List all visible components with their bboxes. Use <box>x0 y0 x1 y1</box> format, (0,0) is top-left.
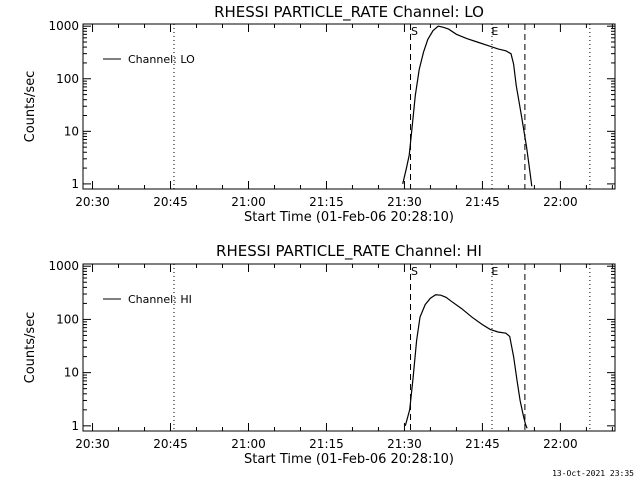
x-tick-label: 20:30 <box>75 437 110 451</box>
event-marker-label: E <box>491 25 498 38</box>
x-tick-label: 22:00 <box>543 437 578 451</box>
x-axis-label: Start Time (01-Feb-06 20:28:10) <box>244 210 454 225</box>
event-marker-label: E <box>491 265 498 278</box>
panel-hi: RHESSI PARTICLE_RATE Channel: HI Counts/s… <box>23 242 616 467</box>
dashed-line-label: S <box>411 265 418 278</box>
series-line <box>402 25 533 187</box>
panel-lo: RHESSI PARTICLE_RATE Channel: LO Counts/s… <box>23 3 616 225</box>
y-tick-label: 1000 <box>48 259 79 273</box>
y-axis-label: Counts/sec <box>23 71 38 143</box>
y-tick-label: 10 <box>64 366 79 380</box>
y-tick-label: 10 <box>64 124 79 138</box>
y-tick-label: 100 <box>56 312 79 326</box>
legend-label: Channel: LO <box>128 53 195 66</box>
y-tick-label: 1000 <box>48 19 79 33</box>
x-tick-label: 21:45 <box>465 195 500 209</box>
x-tick-label: 21:45 <box>465 437 500 451</box>
x-tick-label: 21:30 <box>387 437 422 451</box>
x-tick-label: 20:30 <box>75 195 110 209</box>
plot-frame <box>82 23 616 190</box>
y-axis-label: Counts/sec <box>23 312 38 384</box>
dashed-line-label: S <box>411 25 418 38</box>
x-tick-label: 20:45 <box>153 437 188 451</box>
chart-title: RHESSI PARTICLE_RATE Channel: LO <box>214 3 484 22</box>
timestamp: 13-Oct-2021 23:35 <box>552 469 634 478</box>
x-tick-label: 21:15 <box>309 195 344 209</box>
x-tick-label: 22:00 <box>543 195 578 209</box>
chart-title: RHESSI PARTICLE_RATE Channel: HI <box>216 242 482 261</box>
x-tick-label: 20:45 <box>153 195 188 209</box>
legend-label: Channel: HI <box>128 293 192 306</box>
x-axis-label: Start Time (01-Feb-06 20:28:10) <box>244 452 454 467</box>
x-tick-label: 21:00 <box>231 437 266 451</box>
x-tick-label: 21:15 <box>309 437 344 451</box>
x-tick-label: 21:30 <box>387 195 422 209</box>
x-tick-label: 21:00 <box>231 195 266 209</box>
plot-frame <box>82 263 616 432</box>
y-tick-label: 1 <box>71 419 79 433</box>
y-tick-label: 1 <box>71 177 79 191</box>
series-line <box>404 294 528 429</box>
y-tick-label: 100 <box>56 72 79 86</box>
